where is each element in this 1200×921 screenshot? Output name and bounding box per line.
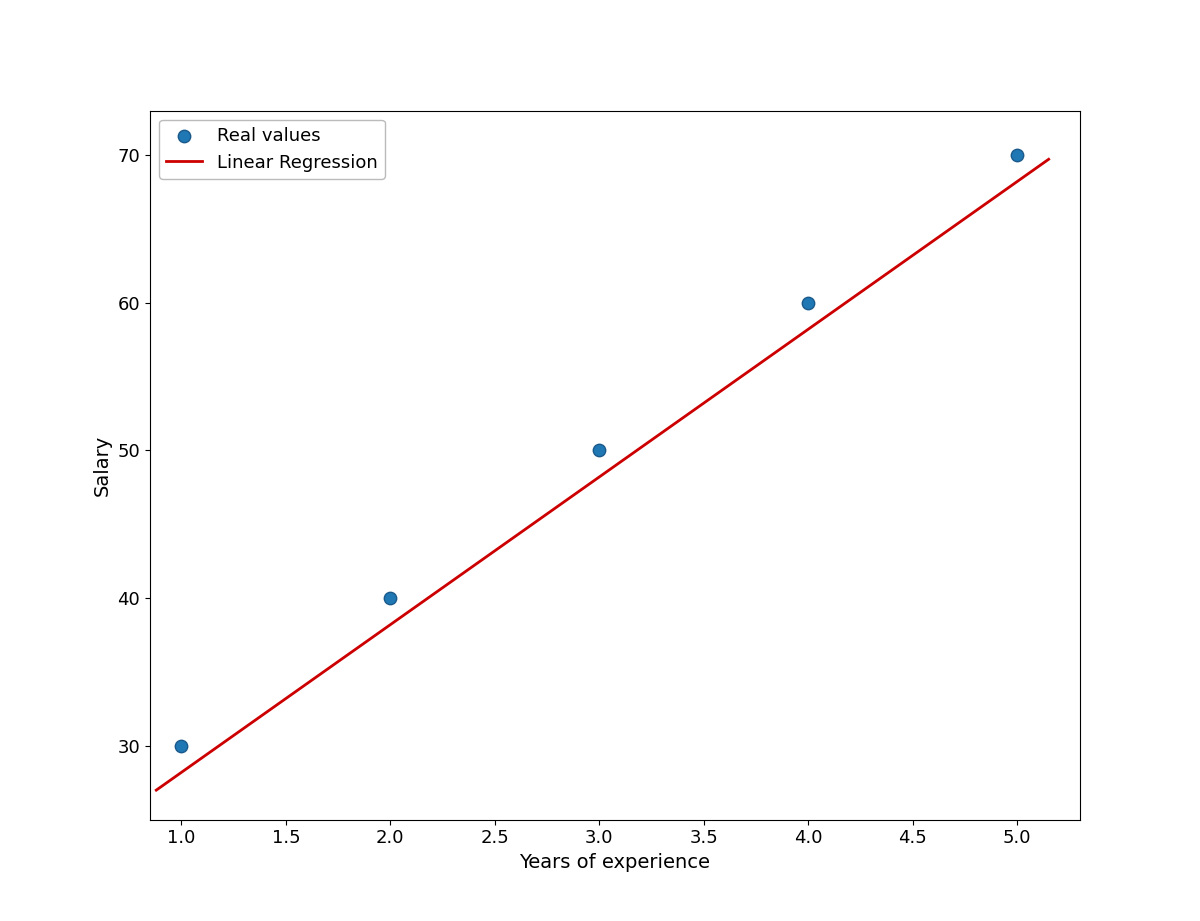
Real values	[799, 296, 818, 310]
Real values	[589, 443, 608, 458]
Y-axis label: Salary: Salary	[92, 435, 112, 495]
X-axis label: Years of experience: Years of experience	[520, 853, 710, 872]
Real values	[1008, 147, 1027, 162]
Real values	[380, 590, 400, 605]
Legend: Real values, Linear Regression: Real values, Linear Regression	[160, 120, 385, 179]
Real values	[172, 739, 191, 753]
